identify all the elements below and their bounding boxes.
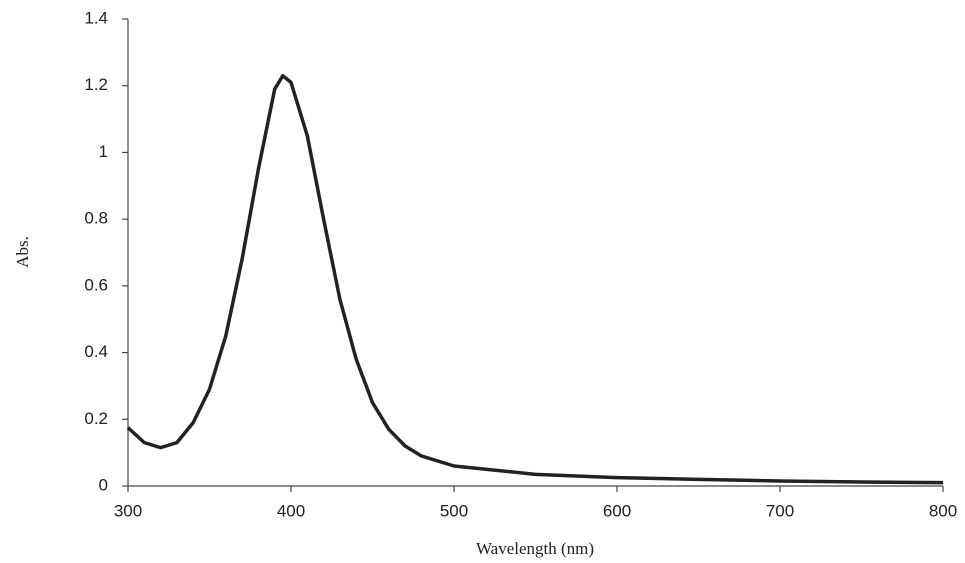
spectrum-line — [126, 73, 944, 485]
x-tick-label: 600 — [603, 501, 631, 520]
y-tick-label: 1 — [99, 142, 108, 161]
x-tick-label: 300 — [114, 501, 142, 520]
x-tick-label: 400 — [277, 501, 305, 520]
x-tick-label: 500 — [440, 501, 468, 520]
y-tick-label: 0.6 — [84, 275, 108, 294]
x-tick-label: 700 — [766, 501, 794, 520]
x-axis-title: Wavelength (nm) — [476, 539, 594, 558]
y-tick-label: 0.4 — [84, 342, 108, 361]
y-axis-title: Abs. — [13, 236, 32, 268]
y-tick-label: 0.8 — [84, 209, 108, 228]
y-tick-label: 0.2 — [84, 409, 108, 428]
x-tick-label: 800 — [929, 501, 957, 520]
y-tick-label: 0 — [99, 475, 108, 494]
y-tick-label: 1.4 — [84, 8, 108, 27]
y-tick-label: 1.2 — [84, 75, 108, 94]
